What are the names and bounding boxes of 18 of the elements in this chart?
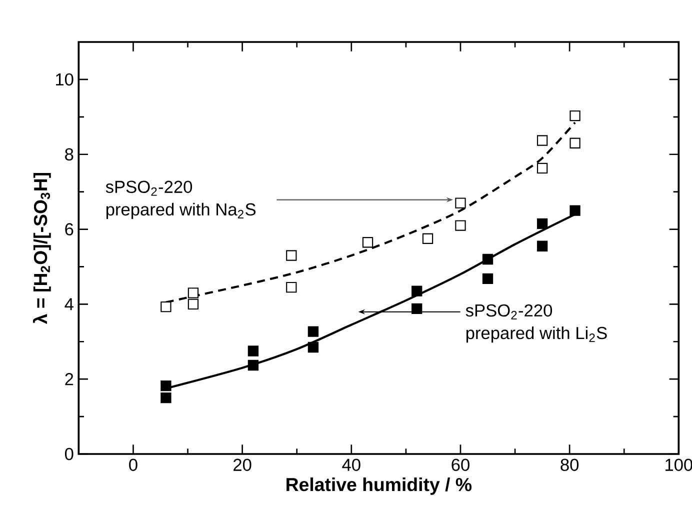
- x-tick-label: 20: [234, 458, 252, 471]
- annotation: sPSO$_{2}$-220: [466, 304, 552, 320]
- y-tick-label: 10: [56, 73, 74, 86]
- x-tick-label: 40: [342, 458, 360, 471]
- annotation: sPSO$_{2}$-220: [106, 180, 192, 196]
- y-tick-label: 2: [65, 373, 74, 386]
- y-tick-label: 4: [64, 298, 74, 310]
- annotation: prepared with Li$_{2}$S: [466, 326, 607, 343]
- x-axis-title: Relative humidity / %: [286, 477, 472, 495]
- y-tick-label: 6: [65, 223, 74, 236]
- x-tick-label: 100: [666, 458, 692, 471]
- x-tick-label: 0: [129, 458, 138, 471]
- y-tick-label: 8: [65, 148, 74, 160]
- x-tick-label: 80: [560, 458, 579, 471]
- annotation: prepared with Na$_{2}$S: [106, 202, 256, 219]
- y-axis-title: λ = [H$_{2}$O]/[-SO$_{3}$H]: [32, 172, 51, 324]
- y-tick-label: 0: [64, 448, 74, 460]
- x-tick-label: 60: [452, 458, 470, 471]
